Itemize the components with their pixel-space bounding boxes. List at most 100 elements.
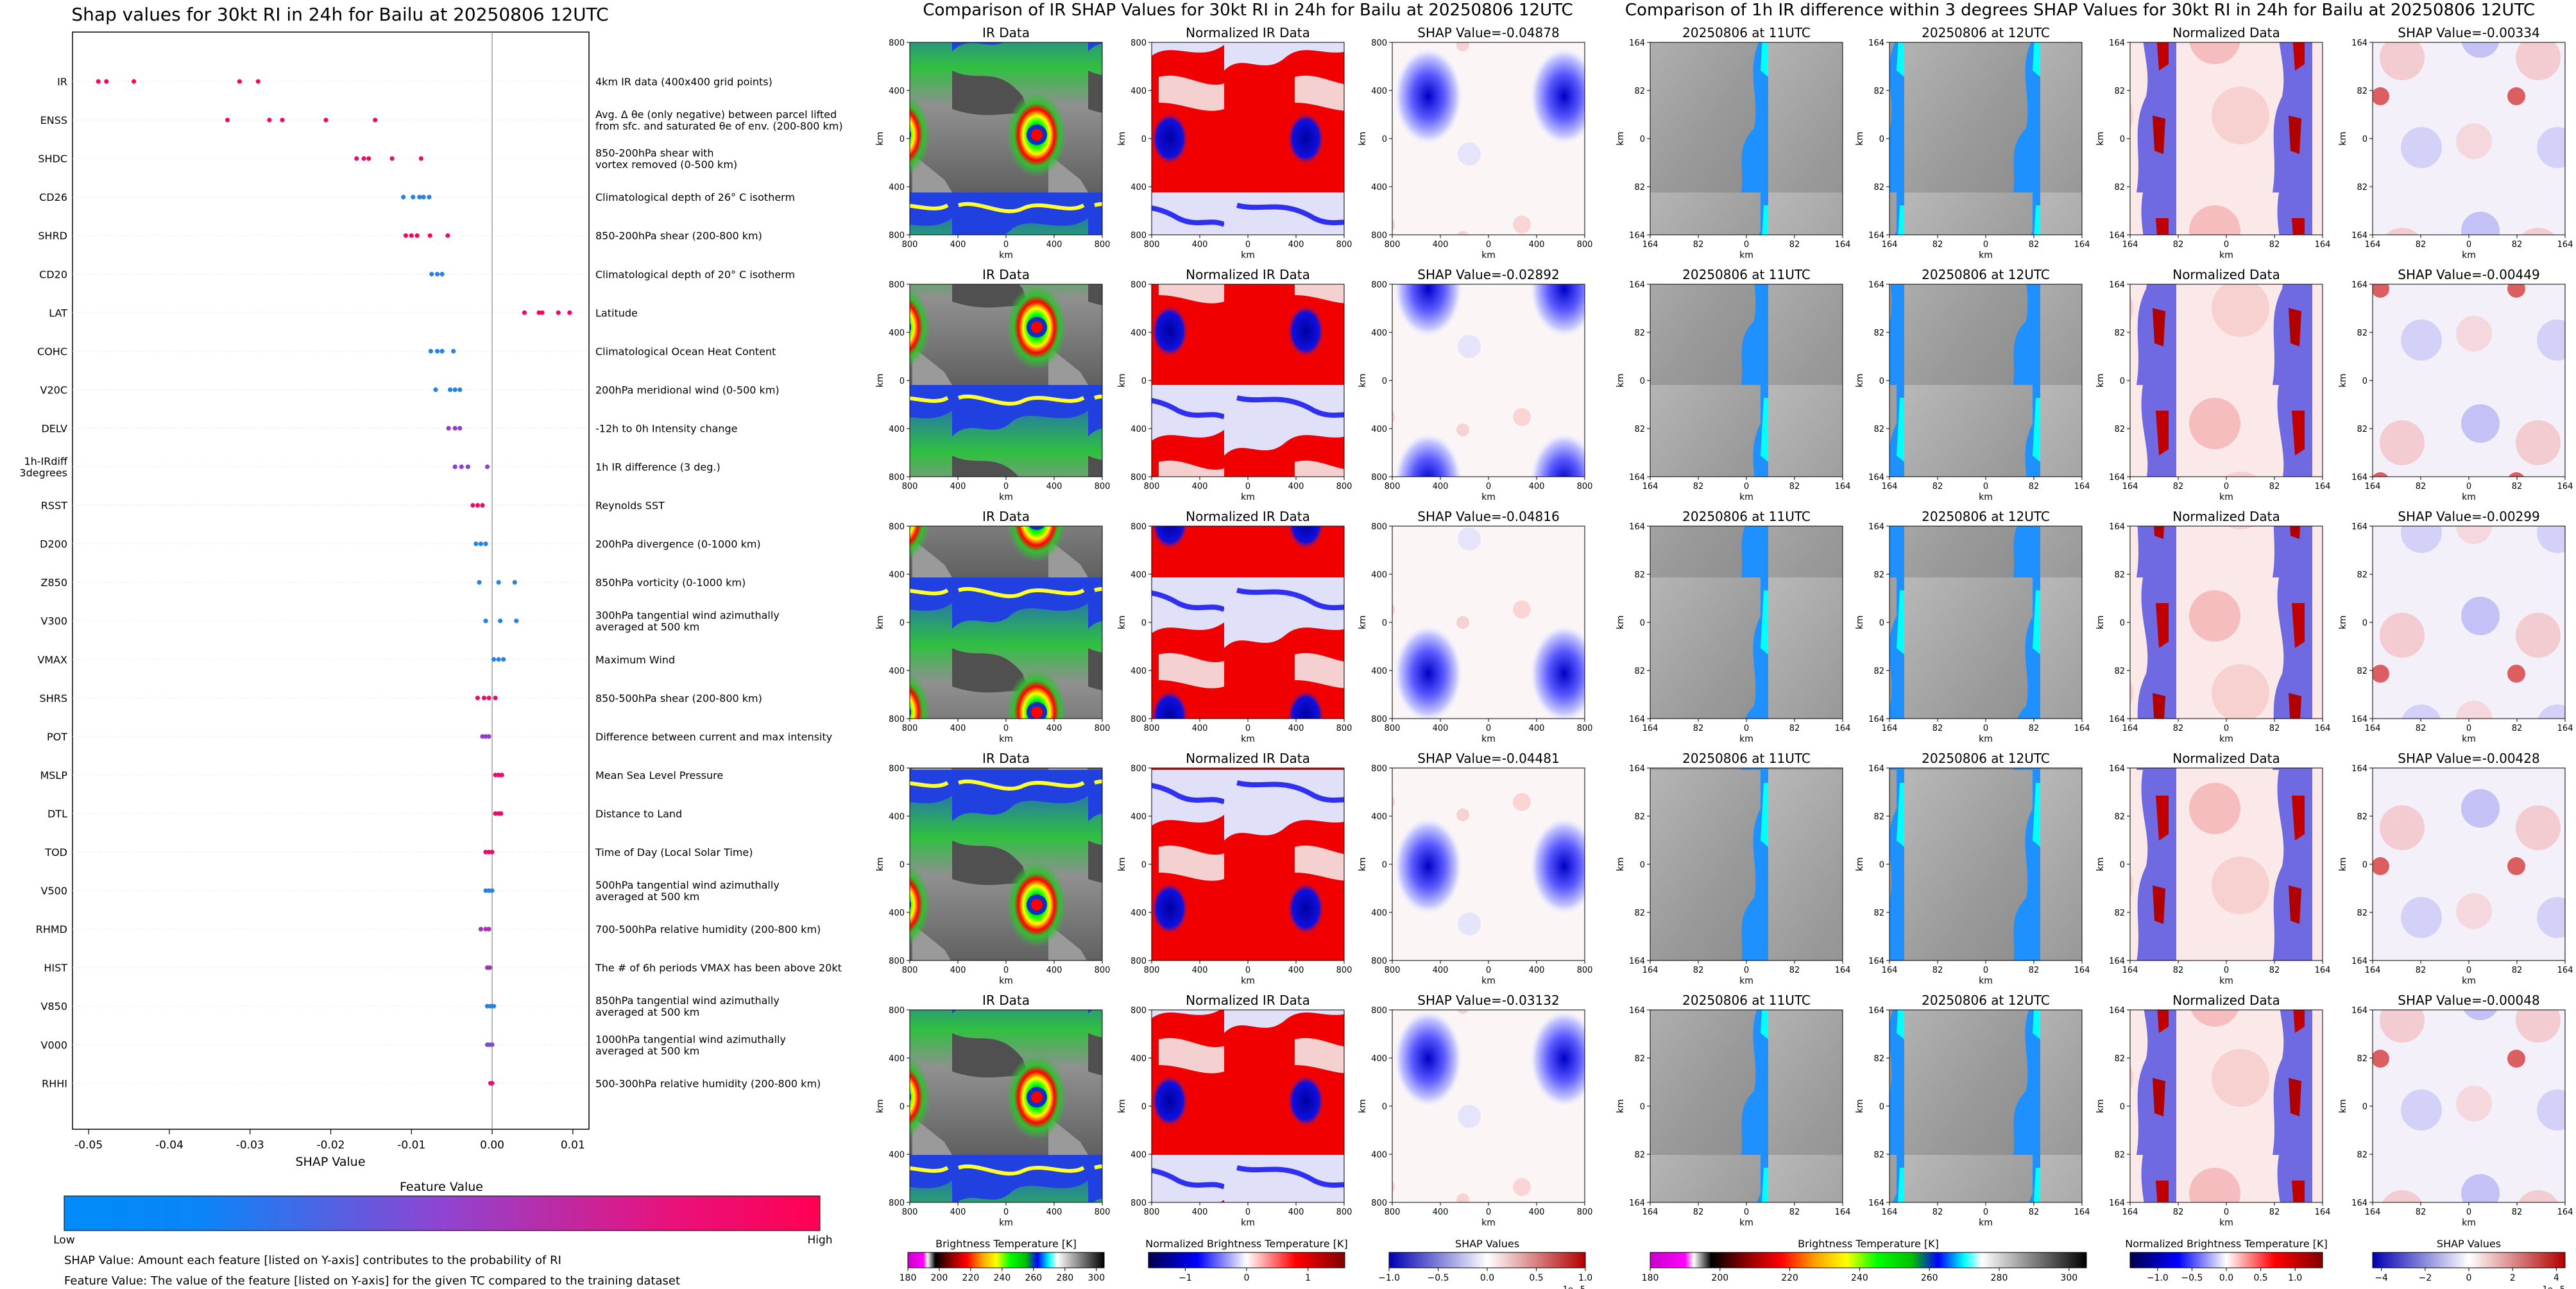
y-tick-label: 164 (1629, 522, 1645, 532)
feature-row: CD20 Climatological depth of 20° C isothe… (39, 268, 795, 280)
feature-name: V300 (41, 615, 67, 627)
feature-name: IR (57, 76, 67, 88)
shap-summary-title: Shap values for 30kt RI in 24h for Bailu… (71, 4, 608, 25)
heatmap-image (1392, 42, 1585, 235)
image-panel-shap: SHAP Value=-0.04481800800400400004004008… (1358, 751, 1592, 986)
y-tick-label: 164 (2351, 231, 2367, 241)
feature-row: V500 500hPa tangential wind azimuthally av… (41, 879, 780, 903)
colorbar-tick-label: −4 (2375, 1273, 2388, 1283)
y-axis-label: km (1855, 132, 1865, 146)
diff-comparison-panel: Comparison of 1h IR difference within 3 … (1616, 1, 2573, 1289)
x-tick-label: 0 (1245, 240, 1250, 250)
feature-row: SHRD 850-200hPa shear (200-800 km) (38, 230, 762, 242)
x-tick-label: 800 (902, 240, 918, 250)
x-tick-label: 400 (1433, 1208, 1449, 1217)
shap-point (484, 1003, 490, 1009)
y-tick-label: 400 (1130, 667, 1147, 676)
x-tick-label: 164 (2315, 966, 2331, 975)
y-tick-label: 0 (900, 377, 905, 386)
x-tick-label: 400 (1288, 482, 1304, 491)
y-tick-label: 82 (2114, 183, 2125, 192)
y-tick-label: 0 (1879, 135, 1884, 144)
shap-point (401, 194, 406, 200)
shap-point (496, 657, 501, 662)
colorbar-tick-label: 200 (931, 1273, 948, 1283)
x-tick-label: 400 (1433, 966, 1449, 975)
y-tick-label: 82 (2357, 570, 2367, 580)
feature-name: POT (47, 731, 67, 743)
y-axis-label: km (1855, 1099, 1865, 1113)
y-axis-label: km (1117, 132, 1127, 146)
x-axis-label: km (1241, 734, 1255, 744)
colorbar-label: Normalized Brightness Temperature [K] (2125, 1238, 2328, 1250)
shap-point (470, 502, 475, 508)
x-tick-label: 164 (2365, 240, 2381, 250)
panel-title: IR Data (982, 993, 1030, 1008)
heatmap-image (909, 284, 1103, 477)
y-tick-label: 800 (889, 473, 905, 482)
colorbar-exponent: 1e−5 (1563, 1285, 1585, 1289)
colorbar-tick-label: −0.5 (2181, 1273, 2203, 1283)
y-tick-label: 0 (1879, 1102, 1884, 1112)
shap-point (475, 696, 481, 701)
y-tick-label: 800 (1130, 1199, 1147, 1208)
x-tick-label: 0 (1983, 1208, 1988, 1217)
y-tick-label: 164 (1868, 1199, 1884, 1208)
y-tick-label: 400 (889, 425, 905, 434)
x-tick-label: 82 (2512, 482, 2523, 491)
x-tick-label: 164 (1835, 966, 1851, 975)
diff-comparison-title: Comparison of 1h IR difference within 3 … (1625, 1, 2535, 20)
x-tick-label: 164 (1882, 482, 1898, 491)
shap-point (131, 79, 137, 84)
x-tick-label: 800 (1095, 240, 1111, 250)
x-tick-label: 0 (1486, 724, 1491, 733)
y-tick-label: 82 (2357, 87, 2367, 96)
x-tick-label: 800 (902, 724, 918, 733)
feature-name: V850 (41, 1000, 67, 1012)
y-tick-label: 164 (2109, 522, 2125, 532)
y-tick-label: 800 (889, 715, 905, 724)
shap-point (480, 734, 485, 739)
y-tick-label: 164 (2351, 1199, 2367, 1208)
y-tick-label: 82 (1634, 329, 1645, 338)
y-tick-label: 82 (1873, 570, 1884, 580)
image-panel-shap: SHAP Value=-0.02892800800400400004004008… (1358, 267, 1592, 502)
shap-point (452, 425, 457, 431)
colorbar: SHAP Values −1.0 −0.5 0.0 0.5 1.0 1e−5 (1378, 1238, 1592, 1289)
colorbar-label: SHAP Values (1455, 1238, 1519, 1250)
feature-name: SHRS (40, 692, 67, 704)
y-tick-label: 400 (889, 570, 905, 580)
y-axis-label: km (2338, 857, 2348, 871)
x-tick-label: 82 (2173, 966, 2184, 975)
shap-point (486, 926, 491, 932)
feature-row: RHHI 500-300hPa relative humidity (200-80… (42, 1077, 821, 1089)
x-tick-label: 82 (2416, 240, 2427, 250)
feature-name: DELV (41, 422, 67, 434)
feature-description: 4km IR data (400x400 grid points) (595, 76, 772, 88)
shap-point (493, 773, 498, 778)
image-panel-g11: 20250806 at 11UTC1641648282008282164164k… (1616, 993, 1850, 1228)
y-tick-label: 0 (900, 619, 905, 628)
image-panel-g11: 20250806 at 11UTC1641648282008282164164k… (1616, 25, 1850, 260)
shap-point (452, 464, 457, 470)
y-tick-label: 82 (2114, 812, 2125, 822)
x-axis-label: km (999, 250, 1013, 260)
panel-title: IR Data (982, 25, 1030, 40)
shap-point (501, 657, 506, 662)
colorbar-label: Brightness Temperature [K] (935, 1238, 1077, 1250)
x-tick-label: 0 (1983, 966, 1988, 975)
x-tick-label: 0 (1003, 240, 1009, 250)
panel-title: SHAP Value=-0.00334 (2398, 25, 2539, 40)
colorbar-tick-label: 0 (1244, 1273, 1250, 1283)
shap-point (493, 811, 498, 816)
x-axis-label: km (1739, 492, 1753, 502)
shap-point (452, 387, 457, 393)
shap-point (488, 1003, 493, 1009)
image-panel-shap: SHAP Value=-0.03132800800400400004004008… (1358, 993, 1592, 1228)
feature-row: LAT Latitude (49, 307, 638, 319)
y-axis-label: km (1616, 373, 1626, 388)
x-axis-label: km (999, 976, 1013, 986)
